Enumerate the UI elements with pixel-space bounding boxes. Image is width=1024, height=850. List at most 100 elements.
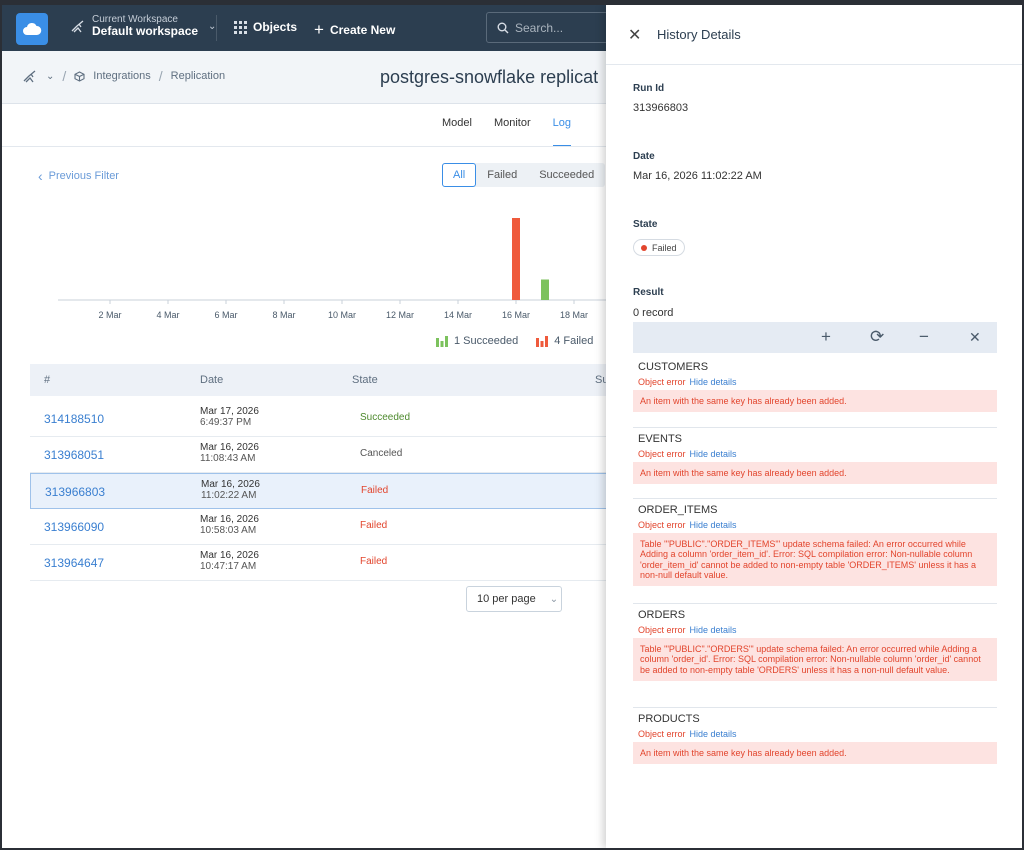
- objects-button[interactable]: Objects: [234, 20, 297, 34]
- search-placeholder: Search...: [515, 20, 564, 35]
- result-toolbar: + ⟳ − ✕: [633, 322, 997, 353]
- telescope-icon: [71, 20, 84, 33]
- panel-header: ✕ History Details: [606, 5, 1022, 65]
- chevron-down-icon: ⌄: [549, 593, 559, 605]
- status-badge: Failed: [633, 239, 685, 256]
- tab-bar: Model Monitor Log: [442, 117, 572, 147]
- object-name: ORDERS: [638, 609, 686, 621]
- run-id-value: 313966803: [633, 102, 689, 114]
- run-date: Mar 16, 2026 10:47:17 AM: [200, 550, 259, 572]
- table-row[interactable]: 313964647 Mar 16, 2026 10:47:17 AM Failed: [30, 545, 620, 581]
- table-row[interactable]: 313966803 Mar 16, 2026 11:02:22 AM Failed: [30, 473, 620, 509]
- previous-filter-link[interactable]: ‹ Previous Filter: [38, 168, 119, 184]
- search-input[interactable]: Search...: [486, 12, 616, 43]
- table-row[interactable]: 313968051 Mar 16, 2026 11:08:43 AM Canceled: [30, 437, 620, 473]
- filter-failed[interactable]: Failed: [487, 169, 518, 181]
- chevron-left-icon: ‹: [38, 168, 43, 184]
- run-id-link[interactable]: 313964647: [44, 556, 105, 570]
- bar-chart-icon: [436, 336, 448, 347]
- filter-all[interactable]: All: [442, 163, 477, 187]
- close-icon[interactable]: ✕: [969, 329, 981, 345]
- plus-icon[interactable]: +: [821, 327, 831, 346]
- tab-log[interactable]: Log: [552, 117, 572, 147]
- object-name: CUSTOMERS: [638, 361, 709, 373]
- table-row[interactable]: 314188510 Mar 17, 2026 6:49:37 PM Succeeded: [30, 401, 620, 437]
- object-meta: Object error Hide details: [638, 625, 997, 635]
- run-date: Mar 16, 2026 10:58:03 AM: [200, 514, 259, 536]
- run-id-link[interactable]: 314188510: [44, 412, 105, 426]
- filter-succeeded[interactable]: Succeeded: [539, 169, 595, 181]
- create-new-label: Create New: [329, 23, 396, 37]
- breadcrumb: ⌄ / Integrations / Replication: [22, 68, 225, 84]
- telescope-icon[interactable]: [22, 68, 38, 84]
- cloud-icon: [23, 22, 42, 35]
- error-message: An item with the same key has already be…: [633, 390, 997, 413]
- run-date-day: Mar 17, 2026: [200, 406, 259, 417]
- create-new-button[interactable]: + Create New: [314, 20, 395, 40]
- date-label: Date: [633, 151, 655, 162]
- object-error-label: Object error: [638, 449, 686, 459]
- hide-details-link[interactable]: Hide details: [689, 520, 737, 530]
- legend-succeeded[interactable]: 1 Succeeded: [436, 335, 518, 347]
- column-header-id[interactable]: #: [44, 374, 51, 386]
- chart-bar-succeeded: [541, 279, 549, 300]
- hide-details-link[interactable]: Hide details: [689, 449, 737, 459]
- run-id-link[interactable]: 313966803: [45, 485, 106, 499]
- run-date-time: 11:02:22 AM: [201, 490, 257, 501]
- chart-legend: 1 Succeeded 4 Failed: [436, 335, 593, 347]
- result-label: Result: [633, 287, 664, 298]
- grid-icon: [234, 20, 247, 34]
- result-object: ORDERS Object error Hide details Table '"PU…: [633, 609, 997, 682]
- table-row[interactable]: 313966090 Mar 16, 2026 10:58:03 AM Failed: [30, 509, 620, 545]
- object-name: PRODUCTS: [638, 713, 700, 725]
- tab-model[interactable]: Model: [442, 117, 472, 129]
- run-id-link[interactable]: 313966090: [44, 520, 105, 534]
- chart-bar-failed: [512, 218, 520, 300]
- breadcrumb-replication[interactable]: Replication: [170, 70, 226, 82]
- object-meta: Object error Hide details: [638, 729, 997, 739]
- workspace-selector[interactable]: Current Workspace Default workspace ⌄: [70, 14, 216, 38]
- plus-icon: +: [314, 20, 324, 39]
- column-header-summary[interactable]: Su: [595, 374, 609, 386]
- error-message: An item with the same key has already be…: [633, 462, 997, 485]
- breadcrumb-integrations[interactable]: Integrations: [93, 70, 151, 82]
- hide-details-link[interactable]: Hide details: [689, 729, 737, 739]
- tab-monitor[interactable]: Monitor: [493, 117, 531, 129]
- state-filter: All Failed Succeeded: [442, 163, 606, 187]
- divider: [633, 427, 997, 428]
- runs-chart: 2 Mar 4 Mar 6 Mar 8 Mar 10 Mar 12 Mar 14 Mar 16…: [58, 218, 618, 320]
- object-error-label: Object error: [638, 625, 686, 635]
- x-tick-label: 14 Mar: [444, 310, 472, 320]
- per-page-select[interactable]: 10 per page ⌄: [466, 586, 562, 612]
- column-header-date[interactable]: Date: [200, 374, 224, 386]
- column-header-state[interactable]: State: [352, 374, 378, 386]
- chevron-down-icon: ⌄: [208, 20, 217, 32]
- x-tick-label: 16 Mar: [502, 310, 530, 320]
- run-date-day: Mar 16, 2026: [200, 514, 259, 525]
- x-tick-label: 18 Mar: [560, 310, 588, 320]
- objects-label: Objects: [253, 20, 298, 34]
- object-error-label: Object error: [638, 520, 686, 530]
- workspace-name: Default workspace: [92, 24, 199, 38]
- legend-failed[interactable]: 4 Failed: [536, 335, 593, 347]
- x-tick-label: 4 Mar: [156, 310, 179, 320]
- close-icon[interactable]: ✕: [628, 27, 642, 44]
- run-date-day: Mar 16, 2026: [201, 479, 260, 490]
- refresh-icon[interactable]: ⟳: [870, 327, 885, 346]
- error-message: Table '"PUBLIC"."ORDER_ITEMS"' update sc…: [633, 533, 997, 587]
- run-state: Failed: [361, 485, 389, 496]
- minus-icon[interactable]: −: [919, 327, 929, 346]
- hide-details-link[interactable]: Hide details: [689, 625, 737, 635]
- object-error-label: Object error: [638, 729, 686, 739]
- chevron-down-icon[interactable]: ⌄: [46, 70, 55, 82]
- hide-details-link[interactable]: Hide details: [689, 377, 737, 387]
- run-id-link[interactable]: 313968051: [44, 448, 105, 462]
- run-state: Failed: [360, 556, 388, 567]
- breadcrumb-separator: /: [62, 68, 67, 84]
- history-details-panel: ✕ History Details Run Id 313966803 Date …: [606, 5, 1022, 848]
- app-logo[interactable]: [16, 13, 48, 45]
- run-date: Mar 16, 2026 11:08:43 AM: [200, 442, 259, 464]
- object-error-label: Object error: [638, 377, 686, 387]
- run-id-label: Run Id: [633, 83, 665, 94]
- legend-failed-label: 4 Failed: [554, 335, 594, 347]
